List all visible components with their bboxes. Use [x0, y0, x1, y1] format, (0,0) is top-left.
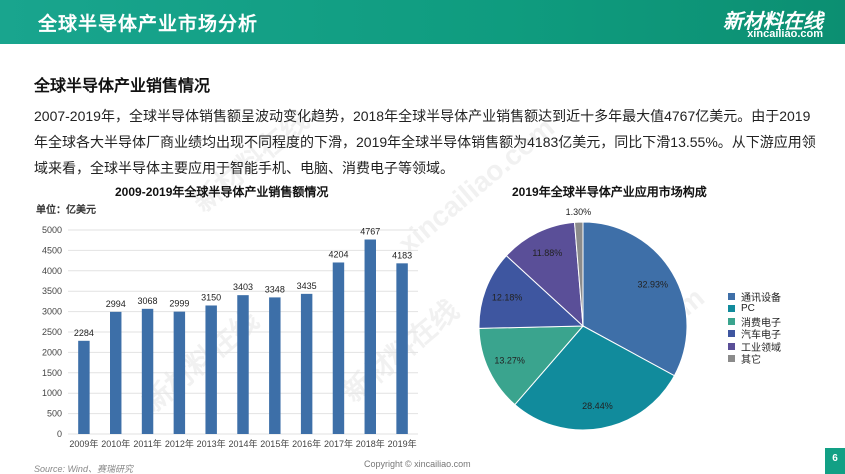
bar	[237, 295, 249, 434]
bar	[300, 293, 313, 434]
x-tick-label: 2016年	[292, 438, 321, 449]
x-tick-label: 2013年	[197, 438, 226, 449]
legend-label: 汽车电子	[741, 330, 781, 342]
bar	[78, 340, 90, 434]
pie-slice	[573, 221, 584, 327]
x-tick-label: 2014年	[228, 438, 257, 449]
legend-label: 工业领域	[741, 342, 781, 354]
legend-swatch	[728, 330, 735, 338]
data-label: 3150	[201, 292, 221, 302]
legend-swatch	[728, 355, 735, 363]
legend-item: 工业领域	[728, 340, 781, 354]
logo-text-cn: 新材料在线	[723, 11, 823, 33]
brand-logo: 新材料在线 xincailiao.com	[713, 5, 823, 41]
bar-chart: 单位：亿美元 0 500 1000 1500 2000 2500 3000 3500 4000 45…	[36, 203, 418, 449]
y-tick-label: 2500	[42, 327, 62, 337]
x-tick-label: 2011年	[133, 438, 161, 449]
slice-label: 11.88%	[532, 248, 562, 258]
page-number: 6	[825, 448, 845, 474]
summary-paragraph: 2007-2019年，全球半导体销售额呈波动变化趋势，2018年全球半导体产业销…	[34, 108, 816, 176]
x-tick-label: 2019年	[388, 438, 417, 449]
y-unit-label: 单位：亿美元	[36, 203, 96, 216]
x-tick-label: 2015年	[260, 438, 289, 449]
legend-item: 其它	[728, 353, 781, 366]
y-tick-label: 5000	[42, 225, 62, 235]
y-tick-label: 3000	[42, 307, 62, 317]
x-tick-label: 2009年	[69, 438, 98, 449]
legend-label: 通讯设备	[741, 292, 781, 304]
data-label: 4767	[360, 227, 380, 237]
x-tick-label: 2018年	[356, 438, 385, 449]
data-label: 2999	[169, 299, 189, 309]
y-tick-label: 4500	[42, 245, 62, 255]
x-tick-label: 2010年	[101, 438, 130, 449]
pie-slice	[478, 325, 585, 406]
pie-slice	[478, 254, 585, 329]
pie-slice	[582, 221, 688, 377]
legend-label: 其它	[741, 355, 761, 367]
slice-label: 32.93%	[637, 280, 668, 290]
slide-title: 全球半导体产业市场分析	[38, 14, 259, 35]
legend-swatch	[728, 305, 735, 313]
bar	[396, 263, 408, 434]
legend-swatch	[728, 342, 735, 350]
legend-label: 消费电子	[741, 317, 781, 329]
legend-item: 消费电子	[728, 315, 781, 329]
pie-legend: 通讯设备 PC 消费电子 汽车电子 工业领域 其它	[728, 290, 781, 366]
y-tick-label: 1000	[42, 388, 62, 398]
bar	[269, 297, 281, 434]
y-tick-label: 4000	[42, 266, 62, 276]
data-label: 4204	[328, 249, 348, 259]
data-label: 3348	[265, 284, 285, 294]
data-label: 2284	[74, 328, 94, 338]
legend-swatch	[728, 292, 735, 300]
bar	[205, 305, 217, 434]
legend-item: PC	[728, 303, 781, 316]
bar-chart-title: 2009-2019年全球半导体产业销售额情况	[115, 185, 329, 199]
legend-item: 通讯设备	[728, 290, 781, 304]
header-bar: 全球半导体产业市场分析 新材料在线 xincailiao.com	[0, 0, 845, 44]
source-note: Source: Wind、赛瑞研究	[34, 464, 133, 474]
x-tick-label: 2012年	[165, 438, 194, 449]
bar	[364, 239, 376, 434]
legend-item: 汽车电子	[728, 328, 781, 341]
y-tick-label: 2000	[42, 347, 62, 357]
data-label: 3068	[138, 296, 158, 306]
section-heading: 全球半导体产业销售情况	[34, 78, 211, 95]
legend-swatch	[728, 317, 735, 325]
y-tick-label: 1500	[42, 368, 62, 378]
copyright: Copyright © xincailiao.com	[364, 459, 471, 469]
slice-label: 12.18%	[492, 292, 523, 302]
y-tick-label: 0	[57, 429, 62, 439]
slice-label: 1.30%	[566, 207, 592, 217]
bar	[173, 311, 186, 434]
pie-chart-title: 2019年全球半导体产业应用市场构成	[512, 185, 707, 199]
data-label: 4183	[392, 250, 412, 260]
logo-text-en: xincailiao.com	[747, 28, 823, 40]
pie-slice	[514, 325, 676, 431]
slice-label: 13.27%	[494, 356, 525, 366]
data-label: 3403	[233, 282, 253, 292]
legend-label: PC	[741, 303, 755, 315]
data-label: 3435	[297, 281, 317, 291]
x-tick-label: 2017年	[324, 438, 353, 449]
slice-label: 28.44%	[582, 401, 613, 411]
pie-slice	[505, 221, 584, 328]
y-tick-label: 3500	[42, 286, 62, 296]
bar	[332, 262, 345, 434]
pie-chart: 32.93% 28.44% 13.27% 12.18% 11.88% 1.30%	[478, 207, 688, 431]
y-tick-label: 500	[47, 409, 62, 419]
bar	[141, 308, 154, 434]
data-label: 2994	[106, 299, 126, 309]
bar	[110, 311, 122, 434]
